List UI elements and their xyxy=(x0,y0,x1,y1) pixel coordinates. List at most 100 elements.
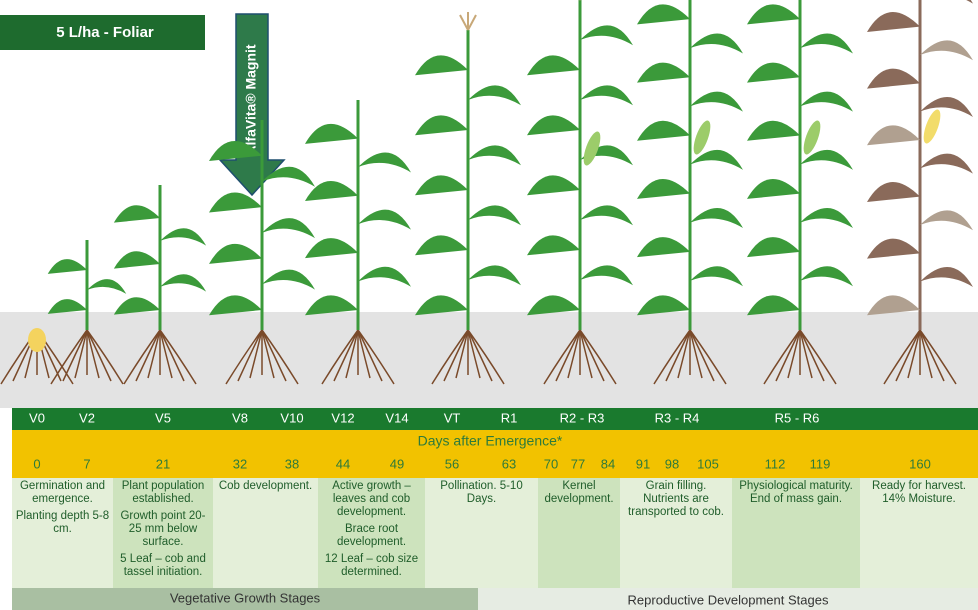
root xyxy=(86,329,112,382)
leaf xyxy=(920,210,973,231)
cob xyxy=(583,131,601,166)
leaf xyxy=(637,120,690,141)
leaf xyxy=(800,208,853,229)
day-label: 56 xyxy=(445,456,459,471)
leaf xyxy=(415,55,468,76)
stage-description: Kernel development. xyxy=(538,478,620,588)
root xyxy=(86,329,100,379)
leaf xyxy=(867,125,920,146)
description-text: Germination and emergence. xyxy=(19,480,106,505)
leaf xyxy=(262,218,315,239)
root xyxy=(357,329,383,382)
leaf xyxy=(747,4,800,25)
banner: 5 L/ha - Foliar xyxy=(56,24,154,41)
product-name: AlfaVita® Magnit xyxy=(243,44,259,156)
leaf xyxy=(468,85,521,106)
description-text: Kernel development. xyxy=(544,480,614,505)
root xyxy=(74,329,88,379)
leaf xyxy=(920,40,973,61)
leaf xyxy=(580,85,633,106)
stage-label: VT xyxy=(444,410,461,425)
plant xyxy=(47,240,127,385)
stage-description: Ready for harvest. 14% Moisture. xyxy=(860,478,978,588)
leaf xyxy=(358,209,411,230)
root xyxy=(799,329,825,382)
leaf xyxy=(580,205,633,226)
plant xyxy=(747,0,853,385)
description-text: Plant population established. xyxy=(121,480,205,505)
plant xyxy=(415,12,521,385)
description-text: Pollination. 5-10 Days. xyxy=(440,480,523,505)
day-label: 63 xyxy=(502,456,516,471)
leaf xyxy=(580,265,633,286)
day-label: 32 xyxy=(233,456,247,471)
leaf xyxy=(113,251,160,269)
leaf xyxy=(867,68,920,89)
root xyxy=(357,329,395,385)
root xyxy=(919,329,945,382)
leaf xyxy=(415,115,468,136)
leaf xyxy=(209,295,262,316)
plant xyxy=(209,120,315,385)
leaf xyxy=(209,141,262,162)
stage-label: V10 xyxy=(280,410,303,425)
leaf xyxy=(637,295,690,316)
root xyxy=(567,329,581,379)
root xyxy=(62,329,88,382)
root xyxy=(135,329,161,382)
leaf xyxy=(47,299,87,314)
root xyxy=(249,329,263,379)
stage-label: R2 - R3 xyxy=(560,410,605,425)
leaf xyxy=(415,295,468,316)
leaf xyxy=(637,62,690,83)
leaf xyxy=(305,238,358,259)
stage-label: V8 xyxy=(232,410,248,425)
root xyxy=(799,329,837,385)
root xyxy=(50,329,88,385)
root xyxy=(431,329,469,385)
leaf xyxy=(747,120,800,141)
leaf xyxy=(113,297,160,315)
description-text: Ready for harvest. 14% Moisture. xyxy=(872,480,966,505)
root xyxy=(261,329,299,385)
plant xyxy=(867,0,973,385)
stage-label: R3 - R4 xyxy=(655,410,700,425)
plant xyxy=(113,185,207,385)
leaf xyxy=(800,266,853,287)
root xyxy=(787,329,801,379)
stage-description: Pollination. 5-10 Days. xyxy=(425,478,538,588)
root xyxy=(763,329,801,385)
description-text: Planting depth 5-8 cm. xyxy=(15,510,110,535)
leaf xyxy=(305,295,358,316)
root xyxy=(919,329,933,379)
plant xyxy=(305,100,411,385)
root xyxy=(677,329,691,379)
root xyxy=(86,329,124,385)
stage-label: V5 xyxy=(155,410,171,425)
leaf xyxy=(690,149,743,170)
root xyxy=(261,329,287,382)
days-header: Days after Emergence* xyxy=(418,433,563,449)
cob xyxy=(693,120,711,155)
stage-label: V14 xyxy=(385,410,408,425)
phase-label: Reproductive Development Stages xyxy=(628,592,829,607)
leaf xyxy=(305,181,358,202)
root xyxy=(543,329,581,385)
leaf xyxy=(527,55,580,76)
leaf xyxy=(800,149,853,170)
day-label: 112 xyxy=(765,456,786,471)
leaf xyxy=(747,62,800,83)
root xyxy=(883,329,921,385)
leaf xyxy=(867,295,920,316)
root xyxy=(579,329,605,382)
phase-bg xyxy=(12,588,478,610)
stage-description: Cob development. xyxy=(213,478,318,588)
root xyxy=(689,329,703,379)
day-label: 44 xyxy=(336,456,350,471)
days-bar xyxy=(12,430,978,478)
stage-bar xyxy=(12,408,978,430)
leaf xyxy=(527,235,580,256)
root xyxy=(225,329,263,385)
leaf xyxy=(690,91,743,112)
